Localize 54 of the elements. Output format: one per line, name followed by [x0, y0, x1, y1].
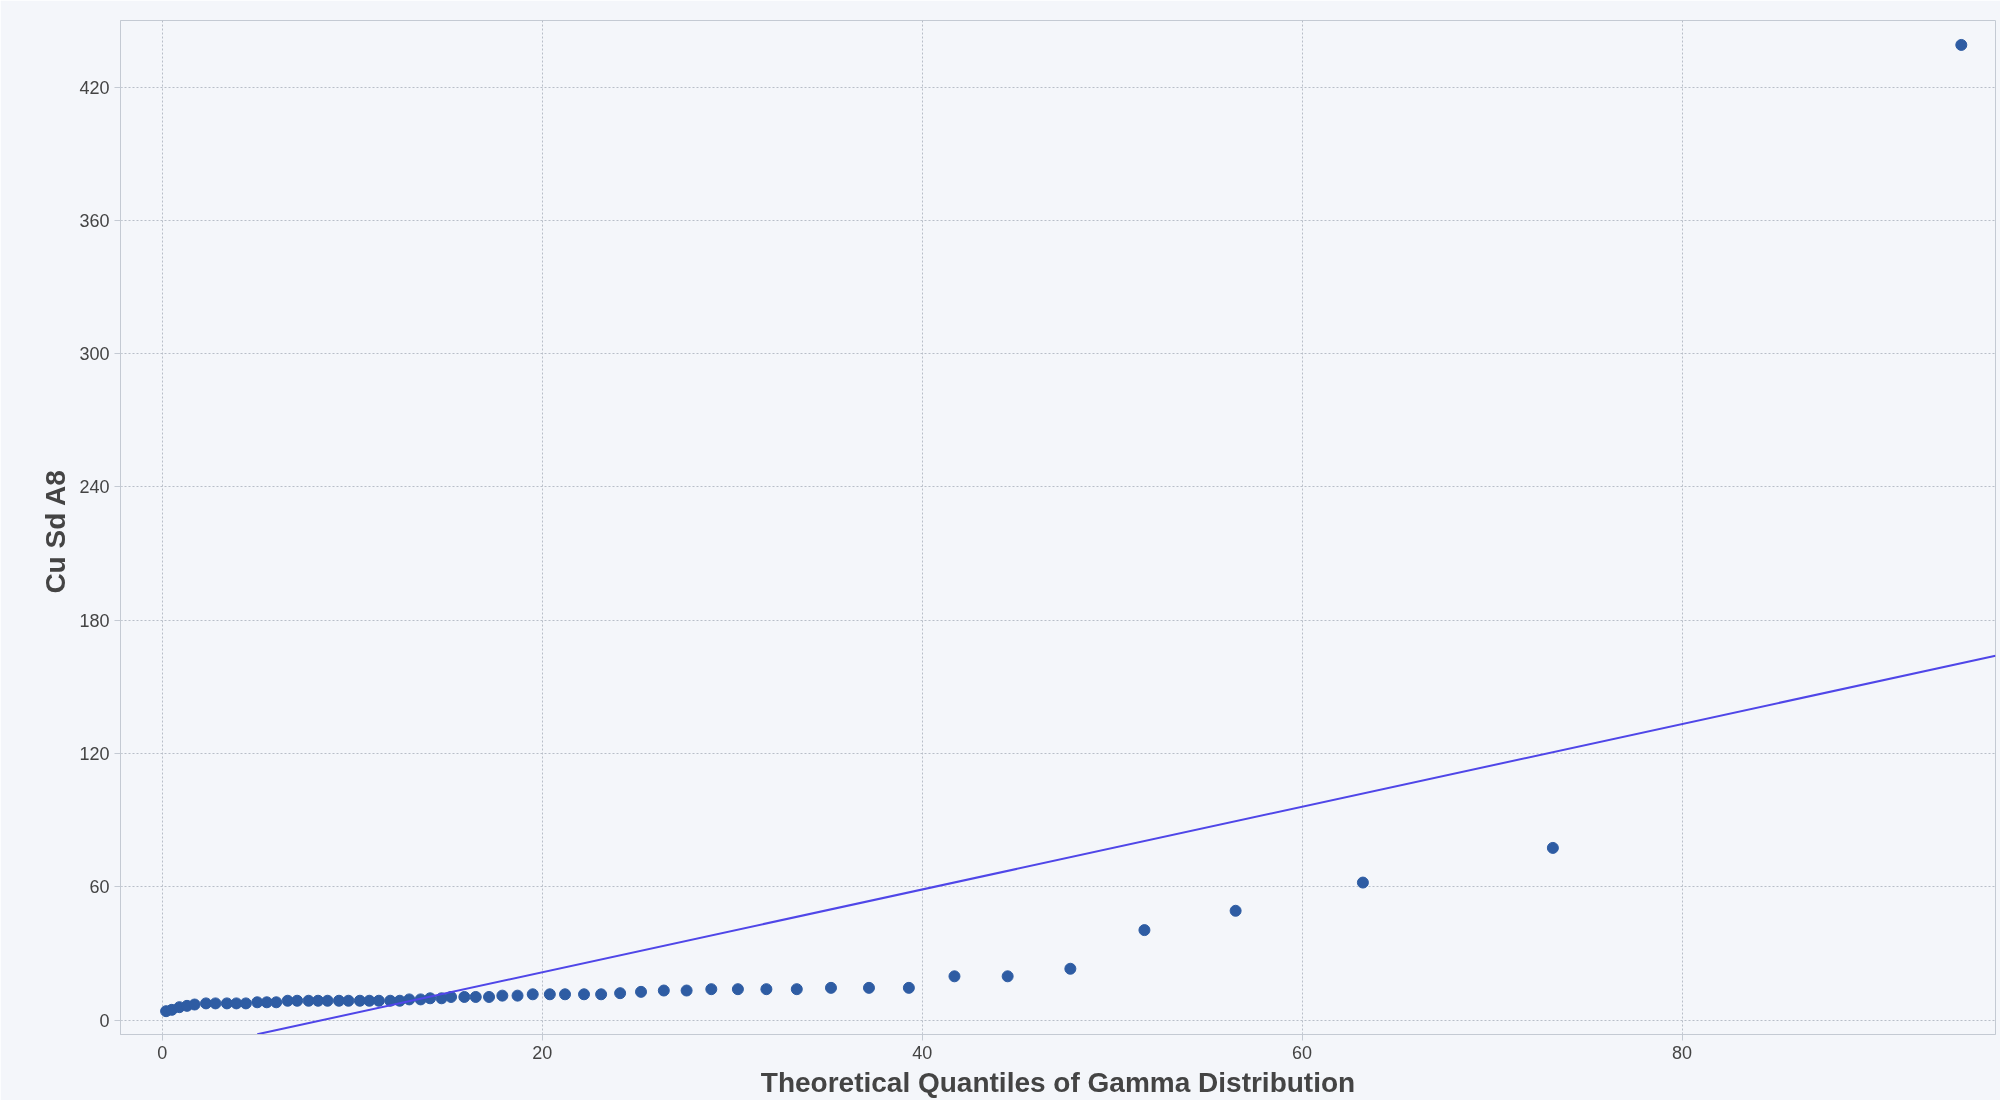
point	[458, 990, 471, 1003]
point	[760, 983, 773, 996]
point	[948, 970, 961, 983]
x-tick-label: 60	[1292, 1042, 1313, 1063]
point	[1546, 841, 1559, 854]
point	[1001, 970, 1014, 983]
point	[824, 981, 837, 994]
x-tick-label: 40	[912, 1042, 933, 1063]
point	[511, 989, 524, 1002]
y-tick-label: 240	[79, 477, 110, 498]
y-axis-title: Cu Sd A8	[40, 470, 72, 594]
point	[526, 988, 539, 1001]
point	[680, 984, 693, 997]
point	[302, 994, 315, 1007]
point	[657, 984, 670, 997]
point	[260, 996, 273, 1009]
point	[543, 988, 556, 1001]
point	[1138, 924, 1151, 937]
point	[731, 983, 744, 996]
point	[188, 998, 201, 1011]
y-tick-label: 360	[79, 210, 110, 231]
point	[469, 990, 482, 1003]
point	[1229, 904, 1242, 917]
y-tick-label: 180	[79, 610, 110, 631]
point	[862, 981, 875, 994]
x-tick-label: 80	[1672, 1042, 1693, 1063]
point	[790, 983, 803, 996]
point	[578, 988, 591, 1001]
x-tick-label: 0	[157, 1042, 168, 1063]
point	[1356, 876, 1369, 889]
point	[353, 994, 366, 1007]
point	[321, 994, 334, 1007]
y-tick-label: 60	[89, 877, 110, 898]
point	[496, 989, 509, 1002]
y-tick-label: 120	[79, 744, 110, 765]
point	[342, 994, 355, 1007]
y-tick-label: 300	[79, 344, 110, 365]
x-axis-title: Theoretical Quantiles of Gamma Distribution	[760, 1066, 1356, 1098]
y-tick-label: 420	[79, 77, 110, 98]
y-tick-label: 0	[99, 1010, 110, 1031]
point	[595, 988, 608, 1001]
point	[902, 981, 915, 994]
point	[614, 987, 627, 1000]
point	[291, 994, 304, 1007]
point	[559, 988, 572, 1001]
point	[332, 994, 345, 1007]
point	[1064, 962, 1077, 975]
x-tick-label: 20	[532, 1042, 553, 1063]
point	[635, 985, 648, 998]
point	[199, 997, 212, 1010]
point	[705, 983, 718, 996]
point	[1955, 38, 1968, 51]
point	[270, 996, 283, 1009]
point	[483, 990, 496, 1003]
